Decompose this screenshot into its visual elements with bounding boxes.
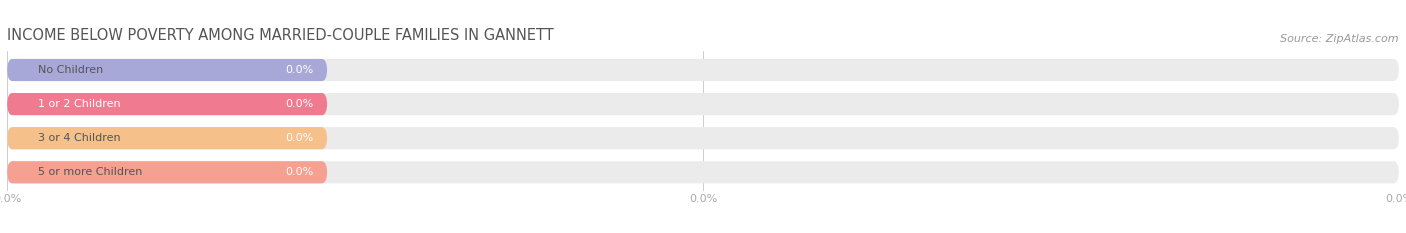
Text: 0.0%: 0.0% bbox=[285, 133, 314, 143]
Text: INCOME BELOW POVERTY AMONG MARRIED-COUPLE FAMILIES IN GANNETT: INCOME BELOW POVERTY AMONG MARRIED-COUPL… bbox=[7, 28, 554, 43]
Text: 3 or 4 Children: 3 or 4 Children bbox=[38, 133, 121, 143]
Text: 0.0%: 0.0% bbox=[285, 99, 314, 109]
Text: 0.0%: 0.0% bbox=[285, 65, 314, 75]
Text: No Children: No Children bbox=[38, 65, 103, 75]
Text: 0.0%: 0.0% bbox=[285, 167, 314, 177]
FancyBboxPatch shape bbox=[7, 59, 328, 81]
FancyBboxPatch shape bbox=[7, 127, 328, 149]
FancyBboxPatch shape bbox=[7, 161, 1399, 183]
FancyBboxPatch shape bbox=[7, 161, 328, 183]
Text: 1 or 2 Children: 1 or 2 Children bbox=[38, 99, 121, 109]
Text: Source: ZipAtlas.com: Source: ZipAtlas.com bbox=[1281, 34, 1399, 45]
FancyBboxPatch shape bbox=[7, 127, 1399, 149]
Text: 5 or more Children: 5 or more Children bbox=[38, 167, 142, 177]
FancyBboxPatch shape bbox=[7, 59, 1399, 81]
FancyBboxPatch shape bbox=[7, 93, 1399, 115]
FancyBboxPatch shape bbox=[7, 93, 328, 115]
